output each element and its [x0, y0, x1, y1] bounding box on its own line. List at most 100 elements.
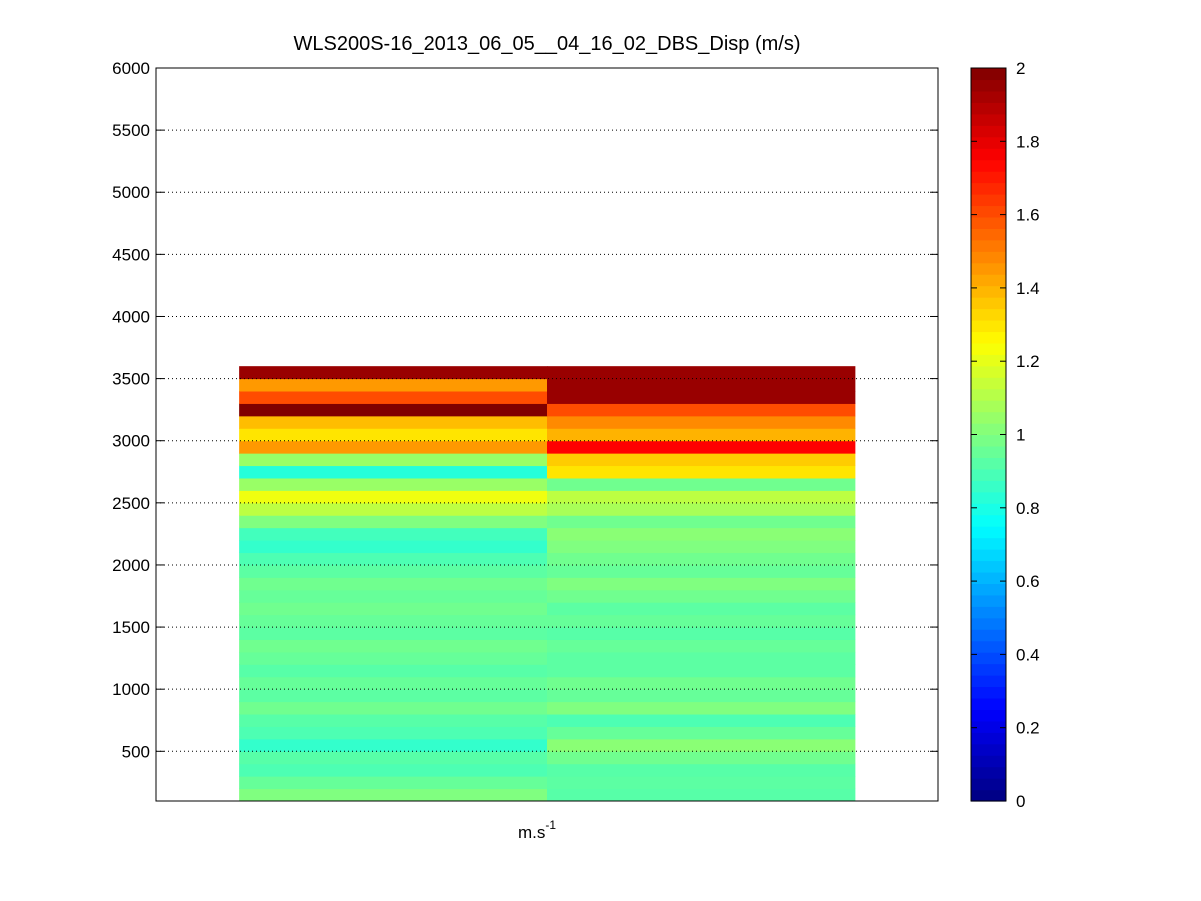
colorbar-swatch	[971, 159, 1006, 172]
colorbar-swatch	[971, 766, 1006, 779]
colorbar-swatch	[971, 743, 1006, 756]
y-tick-label: 6000	[112, 59, 150, 78]
heatmap-cell	[239, 614, 548, 628]
colorbar-swatch	[971, 388, 1006, 401]
heatmap-cell	[239, 776, 548, 790]
colorbar-swatch	[971, 732, 1006, 745]
heatmap-cell	[547, 552, 856, 566]
heatmap-cell	[547, 714, 856, 727]
heatmap-cell	[547, 589, 856, 603]
heatmap-cell	[547, 602, 856, 616]
heatmap-cell	[239, 651, 548, 665]
colorbar-swatch	[971, 629, 1006, 642]
heatmap-cell	[547, 540, 856, 554]
heatmap-cell	[239, 726, 548, 740]
heatmap-cell	[239, 738, 548, 752]
x-axis-label-base: m.s	[518, 823, 545, 842]
colorbar-swatch	[971, 136, 1006, 149]
colorbar-swatch	[971, 709, 1006, 722]
heatmap-cell	[547, 403, 856, 417]
colorbar-swatch	[971, 285, 1006, 298]
heatmap-cell	[547, 689, 856, 703]
heatmap-cell	[239, 415, 548, 429]
colorbar-tick-label: 1.2	[1016, 352, 1040, 371]
colorbar-tick-label: 0.6	[1016, 572, 1040, 591]
colorbar-swatch	[971, 720, 1006, 733]
heatmap-cell	[239, 465, 548, 479]
colorbar-swatch	[971, 480, 1006, 493]
heatmap-cell	[239, 763, 548, 777]
heatmap-cell	[547, 515, 856, 529]
colorbar-tick-label: 0.4	[1016, 645, 1040, 664]
heatmap-cell	[239, 490, 548, 504]
y-tick-label: 4500	[112, 245, 150, 264]
colorbar-swatch	[971, 583, 1006, 596]
colorbar-swatch	[971, 342, 1006, 355]
colorbar-swatch	[971, 571, 1006, 584]
colorbar-tick-label: 1	[1016, 426, 1025, 445]
colorbar-swatch	[971, 445, 1006, 458]
heatmap-cell	[239, 403, 548, 417]
colorbar-swatch	[971, 560, 1006, 573]
colorbar-tick-label: 1.4	[1016, 279, 1040, 298]
heatmap-cell	[239, 440, 548, 454]
heatmap-cell	[547, 428, 856, 442]
colorbar-tick-label: 0.8	[1016, 499, 1040, 518]
colorbar-swatch	[971, 778, 1006, 791]
y-tick-label: 5500	[112, 121, 150, 140]
colorbar-swatch	[971, 308, 1006, 321]
colorbar-swatch	[971, 182, 1006, 195]
heatmap-cell	[547, 664, 856, 678]
y-tick-label: 1500	[112, 618, 150, 637]
y-tick-label: 2000	[112, 556, 150, 575]
heatmap-cell	[547, 701, 856, 715]
heatmap-cell	[239, 477, 548, 491]
heatmap-cell	[239, 627, 548, 640]
colorbar-swatch	[971, 503, 1006, 516]
colorbar-swatch	[971, 789, 1006, 802]
heatmap-cell	[239, 552, 548, 566]
colorbar-swatch	[971, 400, 1006, 413]
colorbar-swatch	[971, 262, 1006, 275]
heatmap-cell	[239, 577, 548, 591]
colorbar-swatch	[971, 377, 1006, 390]
plot-frame	[155, 67, 939, 802]
y-tick-label: 4000	[112, 307, 150, 326]
heatmap-cell	[547, 564, 856, 578]
colorbar-swatch	[971, 549, 1006, 562]
heatmap-cell	[239, 689, 548, 703]
heatmap-cell	[547, 763, 856, 777]
heatmap-cell	[547, 614, 856, 628]
heatmap-cell	[239, 366, 548, 380]
heatmap-cells	[239, 366, 856, 802]
colorbar-swatch	[971, 537, 1006, 550]
colorbar-swatch	[971, 148, 1006, 161]
heatmap-cell	[547, 378, 856, 392]
heatmap-cell	[547, 527, 856, 541]
colorbar-swatch	[971, 468, 1006, 481]
heatmap-cell	[547, 627, 856, 640]
colorbar-swatch	[971, 68, 1006, 81]
heatmap-cell	[547, 415, 856, 429]
y-tick-label: 1000	[112, 680, 150, 699]
heatmap-cell	[547, 788, 856, 802]
colorbar-swatch	[971, 617, 1006, 630]
colorbar-swatch	[971, 354, 1006, 367]
heatmap-cell	[547, 490, 856, 504]
colorbar-tick-label: 1.6	[1016, 206, 1040, 225]
colorbar-tick-label: 2	[1016, 59, 1025, 78]
heatmap-cell	[547, 751, 856, 765]
heatmap-cell	[239, 714, 548, 727]
colorbar-swatch	[971, 686, 1006, 699]
heatmap-cell	[239, 751, 548, 765]
heatmap-cell	[547, 726, 856, 740]
colorbar-swatch	[971, 90, 1006, 103]
colorbar-swatch	[971, 755, 1006, 768]
chart-title: WLS200S-16_2013_06_05__04_16_02_DBS_Disp…	[293, 33, 800, 55]
colorbar: 0 0.2 0.4 0.6 0.8 1 1.2 1.4 1.6 1.8 2	[970, 59, 1040, 811]
colorbar-swatch	[971, 526, 1006, 539]
heatmap-cell	[239, 378, 548, 392]
colorbar-swatch	[971, 411, 1006, 424]
y-tick-label: 5000	[112, 183, 150, 202]
